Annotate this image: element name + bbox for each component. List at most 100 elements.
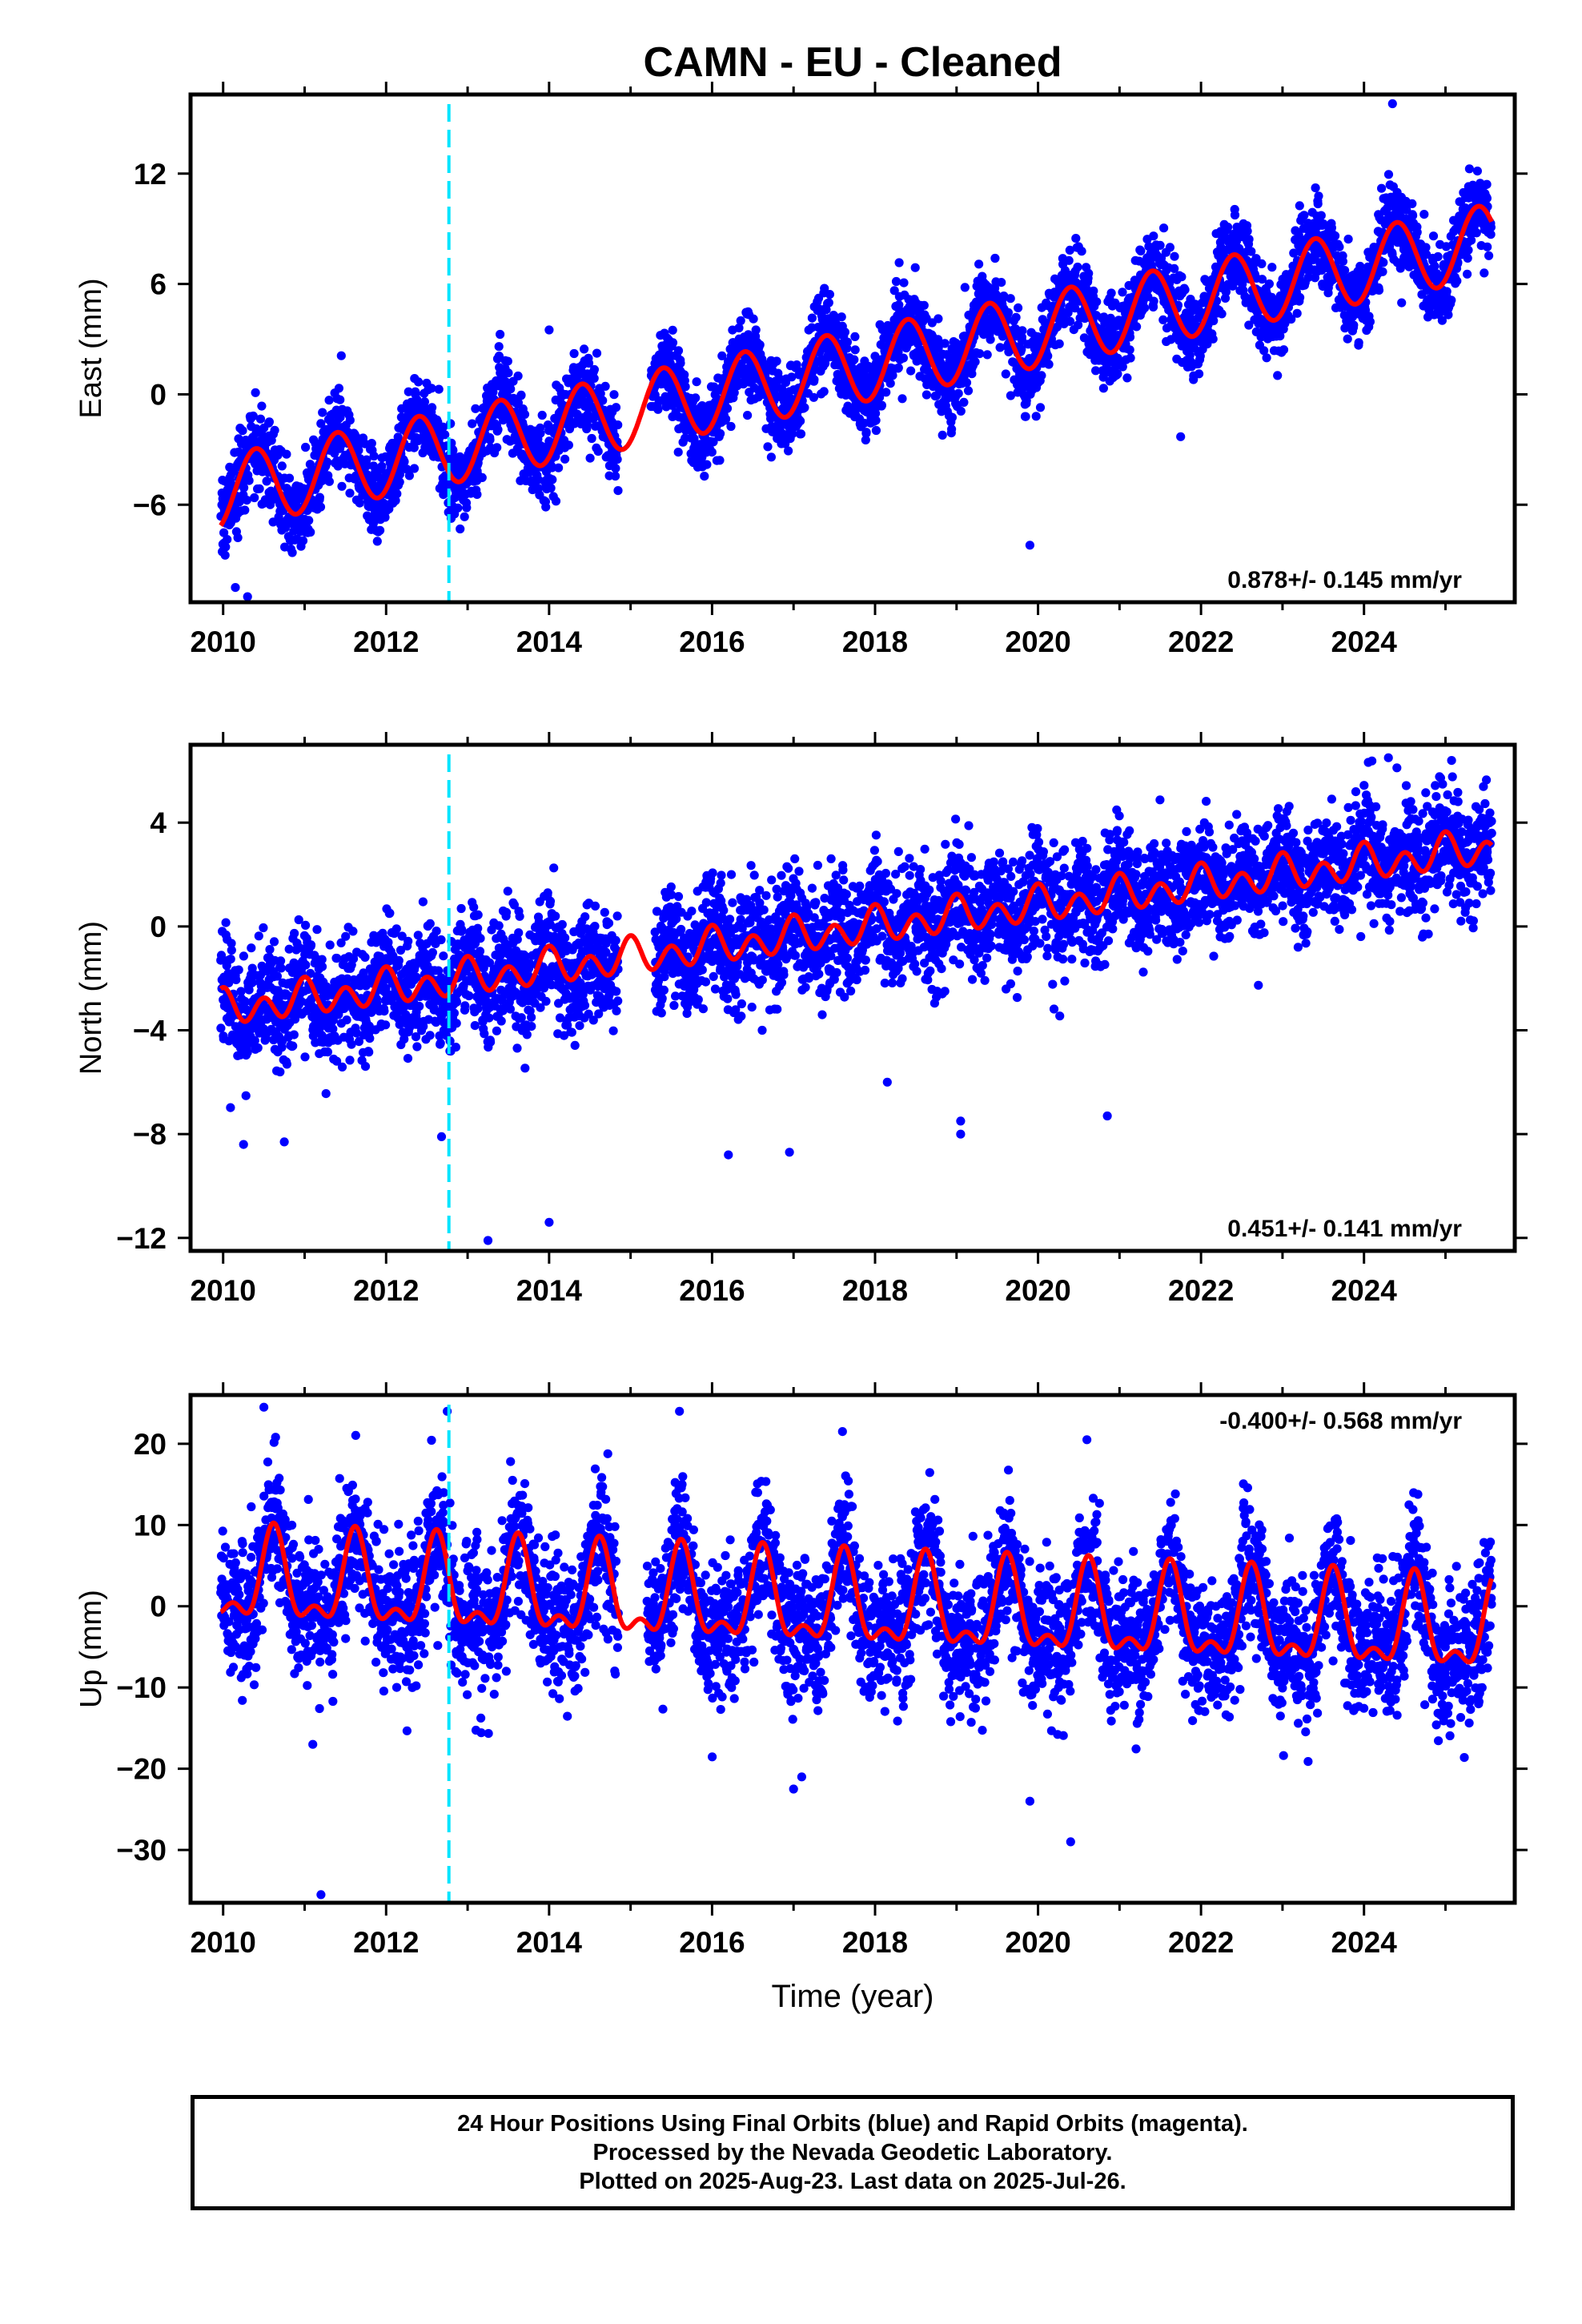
data-point [1014,303,1023,312]
data-point [275,1067,285,1077]
data-point [1472,167,1482,176]
outlier-point [336,351,346,360]
data-point [881,388,891,397]
data-point [840,328,849,337]
data-point [861,435,870,445]
data-point [564,440,574,450]
data-point [1343,235,1353,244]
data-point [221,918,231,927]
data-point [1223,223,1233,232]
data-point [668,338,678,348]
data-point [898,353,908,363]
data-point [1208,334,1218,344]
data-point [593,447,603,456]
data-point [1126,353,1135,363]
data-point [893,363,903,372]
data-point [255,484,264,493]
data-point [323,457,332,467]
data-point [345,416,355,425]
data-point [395,477,404,487]
data-point [1217,309,1227,319]
data-point [1073,262,1082,272]
data-point [1149,231,1158,241]
data-point [259,923,268,933]
data-point [1257,259,1267,268]
data-point [871,425,881,436]
data-point [494,342,504,352]
data-point [1486,223,1496,232]
data-point [1180,285,1190,295]
data-point [235,497,244,507]
y-tick-label: 6 [150,268,167,301]
data-point [456,524,465,534]
data-point [1407,199,1417,208]
data-point [1037,371,1046,380]
data-point [1483,242,1492,251]
data-point [493,424,503,435]
data-point [729,388,739,397]
data-point [691,393,701,403]
data-point [427,384,436,393]
x-tick-label: 2020 [1005,625,1070,658]
data-point [1463,269,1472,279]
data-point [692,377,701,387]
outlier-point [544,325,554,335]
data-point [982,350,992,360]
data-point [1295,201,1304,211]
data-point [744,330,753,340]
data-point [611,471,620,481]
data-point [819,387,829,396]
data-point [377,461,387,471]
data-point [301,960,311,970]
y-tick-label: 12 [134,158,167,191]
data-point [440,430,450,440]
data-point [1354,338,1363,348]
x-tick-label: 2016 [679,625,745,658]
data-point [1001,369,1010,379]
data-point [947,412,957,422]
data-point [974,259,984,269]
data-point [503,356,512,366]
data-point [962,378,972,388]
data-point [306,527,315,537]
data-point [253,1043,263,1053]
data-point [1482,179,1492,189]
data-point [766,452,777,462]
data-point [702,460,712,469]
data-point [871,416,881,425]
data-point [681,382,690,392]
data-point [569,419,580,428]
data-point [734,323,744,333]
data-point [372,537,382,546]
outlier-point [1176,432,1186,441]
x-tick-label: 2010 [191,625,256,658]
data-point [1066,316,1075,326]
x-tick-label: 2022 [1168,625,1234,658]
outlier-point [243,592,252,601]
data-point [716,428,725,439]
data-point [600,381,610,391]
data-point [536,428,545,438]
data-point [239,483,249,493]
data-point [1292,308,1302,318]
data-point [807,313,817,323]
data-point [792,360,801,370]
data-point [323,1047,332,1057]
data-point [348,927,358,936]
data-point [492,443,502,452]
data-point [1044,360,1054,369]
data-point [315,502,326,512]
data-point [506,384,516,394]
data-point [859,418,869,428]
data-point [959,397,969,407]
data-point [587,433,596,444]
data-point [1170,251,1179,261]
data-point [1452,276,1462,286]
data-point [301,920,311,930]
data-point [743,411,753,420]
data-point [551,497,561,506]
outlier-point [1387,99,1397,109]
data-point [893,347,903,356]
data-point [681,433,690,443]
data-point [537,410,547,420]
